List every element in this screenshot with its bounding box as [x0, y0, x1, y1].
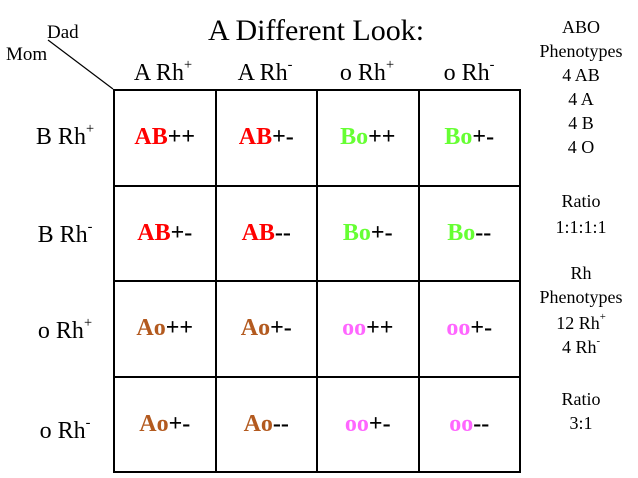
cell-rh: ++: [368, 124, 396, 151]
row-header-o-rh-neg: o Rh-: [39, 415, 91, 444]
cell-allele: oo: [449, 410, 474, 437]
rh-heading: Rh: [570, 263, 592, 283]
cell-rh: +-: [272, 124, 294, 151]
column-header-a-rh-neg: A Rh-: [237, 57, 293, 86]
grid-cell: oo +-: [418, 281, 520, 377]
grid-cell: Ao --: [215, 376, 317, 472]
grid-cell: Ao ++: [114, 281, 216, 377]
grid-cell: oo +-: [317, 376, 419, 472]
column-header-o-rh-pos: o Rh+: [339, 57, 395, 86]
cell-allele: AB: [137, 219, 171, 246]
cell-allele: Bo: [340, 124, 369, 151]
cell-allele: Bo: [447, 219, 476, 246]
rh-ratio-label: Ratio: [561, 389, 601, 409]
cell-allele: Bo: [342, 219, 371, 246]
grid-cell: Bo ++: [317, 90, 419, 186]
rh-heading-sub: Phenotypes: [539, 287, 623, 307]
grid-cell: AB +-: [215, 90, 317, 186]
cell-allele: AB: [241, 219, 275, 246]
grid-cell: AB +-: [114, 185, 216, 281]
cell-rh: --: [272, 410, 289, 437]
row-header-o-rh-pos: o Rh+: [37, 315, 93, 344]
abo-ratio-label: Ratio: [561, 191, 601, 211]
cell-rh: +-: [368, 410, 391, 437]
column-header-o-rh-neg: o Rh-: [443, 57, 495, 86]
cell-allele: Ao: [139, 410, 169, 437]
abo-heading: ABO: [561, 17, 600, 37]
grid-cell: oo ++: [317, 281, 419, 377]
cell-rh: ++: [366, 315, 394, 342]
page-title: A Different Look:: [208, 14, 425, 47]
cell-rh: --: [475, 219, 492, 246]
cell-rh: +-: [270, 315, 292, 342]
cell-rh: ++: [165, 315, 194, 342]
cell-allele: AB: [238, 124, 273, 151]
column-header-a-rh-pos: A Rh+: [133, 57, 193, 86]
rh-item-positive: 12 Rh+: [556, 311, 606, 333]
rh-item-negative: 4 Rh-: [561, 335, 601, 357]
cell-rh: +-: [170, 219, 193, 246]
row-header-b-rh-neg: B Rh-: [37, 219, 93, 248]
grid-cell: oo --: [418, 376, 520, 472]
abo-item: 4 B: [568, 113, 594, 133]
cell-allele: Ao: [243, 410, 273, 437]
cell-allele: Ao: [136, 315, 166, 342]
grid-cell: AB ++: [114, 90, 216, 186]
abo-item: 4 O: [567, 137, 595, 157]
corner-diagonal-line: [47, 39, 114, 90]
grid-cell: Ao +-: [215, 281, 317, 377]
abo-ratio-value: 1:1:1:1: [555, 217, 607, 237]
dad-label: Dad: [47, 22, 79, 43]
grid-cell: Bo --: [418, 185, 520, 281]
row-header-b-rh-pos: B Rh+: [35, 121, 95, 150]
abo-item: 4 AB: [562, 65, 600, 85]
grid-cell: AB --: [215, 185, 317, 281]
cell-allele: oo: [342, 315, 367, 342]
cell-rh: --: [473, 410, 490, 437]
cell-allele: Ao: [240, 315, 271, 342]
cell-allele: oo: [446, 315, 471, 342]
mom-label: Mom: [6, 44, 48, 65]
cell-rh: +-: [472, 124, 495, 151]
punnett-square-grid: AB ++ AB +- Bo ++ Bo +- AB +- AB -- Bo +- Bo -- …: [113, 89, 521, 473]
abo-heading-sub: Phenotypes: [539, 41, 623, 61]
cell-rh: +-: [168, 410, 191, 437]
cell-rh: +-: [370, 219, 393, 246]
cell-allele: Bo: [444, 124, 473, 151]
abo-item: 4 A: [568, 89, 594, 109]
grid-cell: Bo +-: [418, 90, 520, 186]
cell-allele: oo: [344, 410, 369, 437]
cell-rh: ++: [167, 124, 196, 151]
rh-ratio-value: 3:1: [569, 413, 593, 433]
grid-cell: Bo +-: [317, 185, 419, 281]
cell-rh: --: [274, 219, 291, 246]
grid-cell: Ao +-: [114, 376, 216, 472]
cell-allele: AB: [134, 124, 168, 151]
cell-rh: +-: [470, 315, 493, 342]
